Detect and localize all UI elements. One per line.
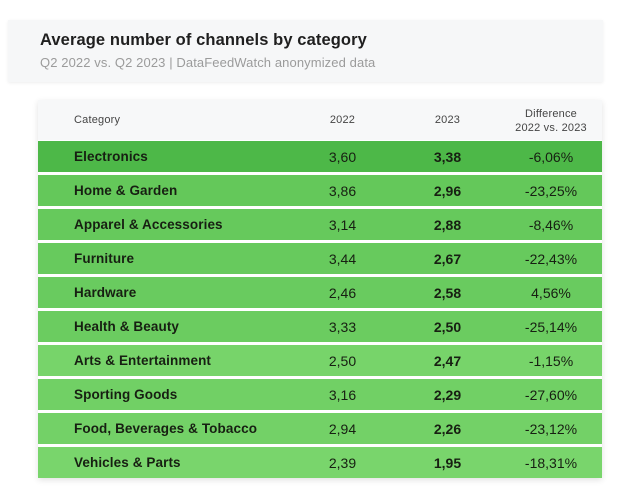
category-cell: Furniture	[74, 251, 135, 266]
column-header-difference-line2: 2022 vs. 2023	[515, 121, 587, 134]
table-row: Vehicles & Parts 2,39 1,95 -18,31%	[38, 447, 602, 478]
value-2022-cell: 2,50	[328, 352, 357, 369]
channels-table: Category 2022 2023 Difference 2022 vs. 2…	[38, 100, 602, 478]
value-2022-cell: 2,39	[328, 454, 357, 471]
category-cell: Hardware	[74, 285, 137, 300]
category-cell: Vehicles & Parts	[74, 455, 181, 470]
category-cell: Electronics	[74, 149, 148, 164]
table-row: Food, Beverages & Tobacco 2,94 2,26 -23,…	[38, 413, 602, 444]
table-row: Arts & Entertainment 2,50 2,47 -1,15%	[38, 345, 602, 376]
value-2022-cell: 2,46	[328, 284, 357, 301]
value-2023-cell: 2,96	[433, 182, 462, 199]
difference-cell: -25,14%	[524, 318, 578, 335]
table-row: Apparel & Accessories 3,14 2,88 -8,46%	[38, 209, 602, 240]
difference-cell: 4,56%	[531, 284, 571, 301]
value-2023-cell: 2,29	[433, 386, 462, 403]
value-2022-cell: 3,86	[328, 182, 357, 199]
value-2023-cell: 1,95	[433, 454, 462, 471]
column-header-difference: Difference 2022 vs. 2023	[500, 106, 602, 135]
page-subtitle: Q2 2022 vs. Q2 2023 | DataFeedWatch anon…	[40, 55, 376, 70]
value-2023-cell: 2,26	[433, 420, 462, 437]
column-header-2022: 2022	[329, 114, 356, 126]
value-2023-cell: 2,47	[433, 352, 462, 369]
difference-cell: -18,31%	[524, 454, 578, 471]
table-row: Furniture 3,44 2,67 -22,43%	[38, 243, 602, 274]
difference-cell: -8,46%	[528, 216, 574, 233]
difference-cell: -1,15%	[528, 352, 574, 369]
difference-cell: -23,12%	[524, 420, 578, 437]
table-row: Electronics 3,60 3,38 -6,06%	[38, 141, 602, 172]
column-header-difference-line1: Difference	[525, 107, 577, 120]
value-2022-cell: 3,44	[328, 250, 357, 267]
value-2022-cell: 3,33	[328, 318, 357, 335]
column-header-category: Category	[74, 114, 121, 126]
table-header-row: Category 2022 2023 Difference 2022 vs. 2…	[38, 100, 602, 140]
category-cell: Home & Garden	[74, 183, 178, 198]
value-2022-cell: 2,94	[328, 420, 357, 437]
page-title: Average number of channels by category	[40, 31, 367, 49]
difference-cell: -27,60%	[524, 386, 578, 403]
category-cell: Sporting Goods	[74, 387, 178, 402]
difference-cell: -23,25%	[524, 182, 578, 199]
difference-cell: -6,06%	[528, 148, 574, 165]
table-row: Sporting Goods 3,16 2,29 -27,60%	[38, 379, 602, 410]
category-cell: Health & Beauty	[74, 319, 180, 334]
value-2023-cell: 3,38	[433, 148, 462, 165]
value-2022-cell: 3,14	[328, 216, 357, 233]
difference-cell: -22,43%	[524, 250, 578, 267]
title-banner: Average number of channels by category Q…	[8, 20, 603, 82]
column-header-2023: 2023	[434, 114, 461, 126]
value-2022-cell: 3,60	[328, 148, 357, 165]
value-2023-cell: 2,50	[433, 318, 462, 335]
category-cell: Apparel & Accessories	[74, 217, 223, 232]
value-2023-cell: 2,88	[433, 216, 462, 233]
table-row: Home & Garden 3,86 2,96 -23,25%	[38, 175, 602, 206]
value-2022-cell: 3,16	[328, 386, 357, 403]
category-cell: Arts & Entertainment	[74, 353, 212, 368]
category-cell: Food, Beverages & Tobacco	[74, 421, 258, 436]
table-row: Hardware 2,46 2,58 4,56%	[38, 277, 602, 308]
table-row: Health & Beauty 3,33 2,50 -25,14%	[38, 311, 602, 342]
value-2023-cell: 2,67	[433, 250, 462, 267]
value-2023-cell: 2,58	[433, 284, 462, 301]
